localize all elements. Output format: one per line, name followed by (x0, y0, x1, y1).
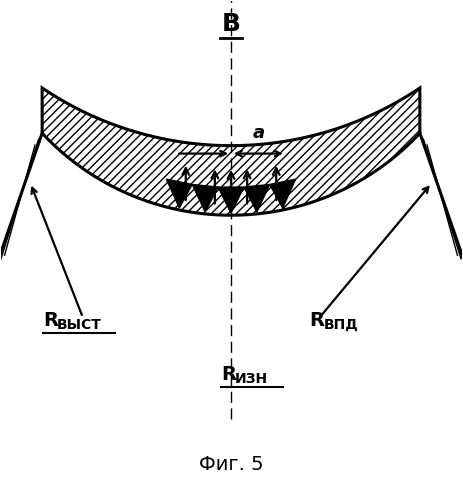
Text: ИЗН: ИЗН (235, 372, 268, 386)
Polygon shape (270, 179, 295, 208)
Polygon shape (42, 88, 420, 215)
Text: R: R (310, 310, 325, 330)
Text: ВПД: ВПД (324, 318, 358, 332)
Text: a: a (253, 124, 265, 142)
Text: Фиг. 5: Фиг. 5 (199, 454, 263, 473)
Polygon shape (218, 187, 244, 213)
Polygon shape (244, 184, 270, 212)
Polygon shape (192, 184, 218, 212)
Text: R: R (221, 365, 236, 384)
Text: ВЫСТ: ВЫСТ (57, 318, 102, 332)
Polygon shape (166, 179, 192, 208)
Text: R: R (43, 310, 58, 330)
Text: B: B (221, 12, 240, 36)
